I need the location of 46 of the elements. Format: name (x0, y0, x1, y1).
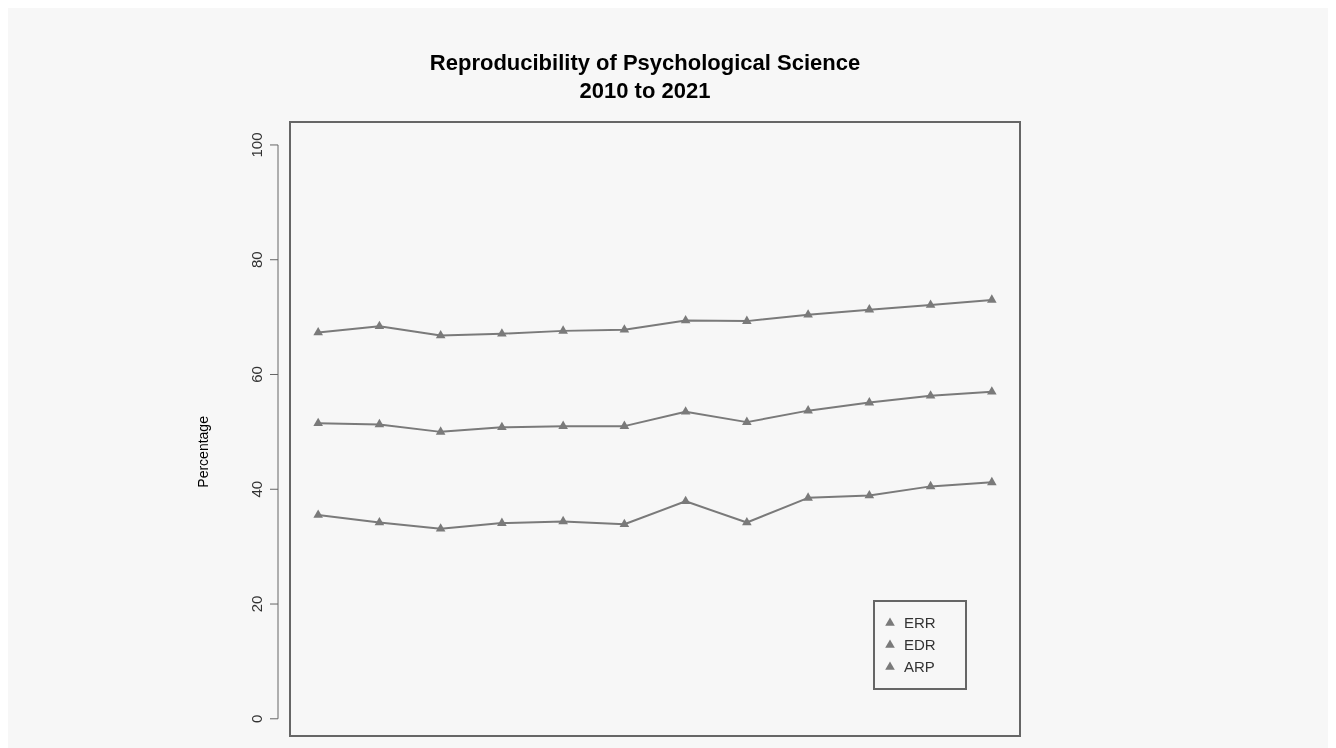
point (680, 406, 691, 415)
point (680, 495, 691, 505)
legend-label: EDR (904, 636, 936, 653)
point (435, 329, 446, 339)
y-axis-title: Percentage (195, 415, 211, 488)
point (619, 420, 630, 429)
point (619, 324, 630, 333)
point (619, 518, 630, 528)
point (987, 294, 997, 303)
point (374, 516, 385, 526)
y-tick-label: 20 (248, 595, 265, 613)
chart-subtitle: 2010 to 2021 (579, 78, 711, 103)
point (742, 416, 752, 425)
point (925, 480, 936, 490)
point (313, 417, 323, 427)
legend-label: ARP (904, 658, 935, 675)
point (680, 315, 691, 324)
point (374, 418, 385, 428)
point (435, 426, 446, 435)
point (313, 327, 323, 336)
y-tick-label: 80 (248, 251, 265, 269)
point (864, 397, 875, 406)
point (497, 421, 507, 431)
point (864, 304, 875, 313)
point (374, 320, 385, 330)
point (497, 517, 507, 526)
y-tick-label: 100 (248, 132, 265, 158)
point (558, 325, 568, 334)
y-tick-label: 40 (248, 480, 265, 498)
point (925, 299, 936, 308)
y-tick-label: 0 (248, 714, 265, 723)
point (803, 309, 813, 318)
point (925, 390, 936, 399)
point (742, 516, 752, 526)
legend-label: ERR (904, 614, 936, 631)
point (558, 420, 568, 429)
chart-title: Reproducibility of Psychological Science (429, 50, 861, 75)
point (313, 509, 323, 518)
point (864, 490, 875, 499)
point (435, 523, 446, 532)
point (742, 315, 752, 324)
y-tick-label: 60 (248, 366, 265, 383)
point (497, 328, 507, 337)
point (987, 476, 997, 486)
point (558, 515, 568, 525)
point (803, 492, 813, 501)
